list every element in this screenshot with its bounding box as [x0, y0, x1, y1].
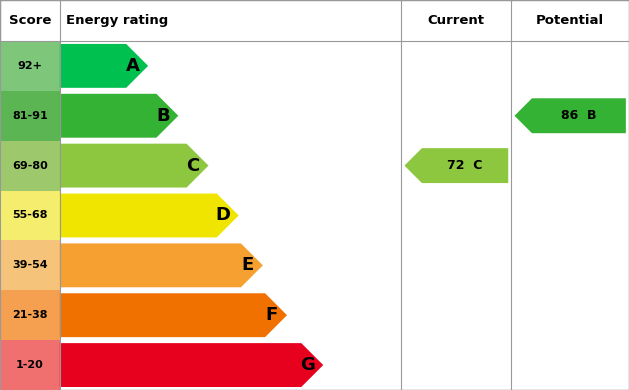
- Text: Score: Score: [9, 14, 51, 27]
- Text: Current: Current: [428, 14, 485, 27]
- Polygon shape: [60, 94, 178, 138]
- Text: G: G: [301, 356, 315, 374]
- Polygon shape: [404, 148, 508, 183]
- Text: 69-80: 69-80: [12, 161, 48, 170]
- Text: B: B: [156, 107, 170, 125]
- Polygon shape: [60, 243, 263, 287]
- Text: A: A: [126, 57, 140, 75]
- Text: 86  B: 86 B: [561, 109, 597, 122]
- Text: 81-91: 81-91: [12, 111, 48, 121]
- Polygon shape: [60, 343, 323, 387]
- Bar: [0, 191, 60, 240]
- Polygon shape: [60, 144, 208, 188]
- Text: D: D: [216, 206, 231, 225]
- Polygon shape: [60, 44, 148, 88]
- Polygon shape: [60, 293, 287, 337]
- Bar: [0, 240, 60, 290]
- Text: Energy rating: Energy rating: [66, 14, 169, 27]
- Bar: [0, 141, 60, 191]
- Text: E: E: [242, 256, 253, 274]
- Text: 1-20: 1-20: [16, 360, 44, 370]
- Bar: [0, 290, 60, 340]
- Text: 21-38: 21-38: [12, 310, 48, 320]
- Text: 39-54: 39-54: [12, 261, 48, 270]
- Bar: [0, 340, 60, 390]
- Polygon shape: [515, 98, 626, 133]
- Text: 92+: 92+: [18, 61, 42, 71]
- Text: C: C: [187, 157, 200, 175]
- Text: 55-68: 55-68: [12, 211, 48, 220]
- Bar: [0, 91, 60, 141]
- Text: F: F: [265, 306, 278, 324]
- Polygon shape: [60, 193, 238, 238]
- Bar: [0, 41, 60, 91]
- Text: 72  C: 72 C: [447, 159, 482, 172]
- Text: Potential: Potential: [536, 14, 604, 27]
